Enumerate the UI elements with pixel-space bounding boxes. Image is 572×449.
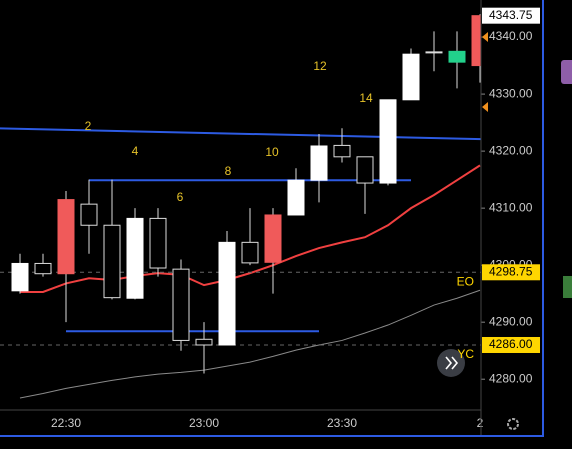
candle-body — [195, 338, 213, 346]
side-icon[interactable] — [563, 276, 572, 298]
y-tick-label: 4340.00 — [489, 29, 533, 43]
annotation: 10 — [265, 145, 279, 159]
last-price-label: 4343.75 — [489, 8, 533, 22]
candle-body — [379, 99, 397, 184]
candle-body — [333, 144, 351, 158]
candle-body — [425, 51, 443, 54]
candle-body — [287, 179, 305, 216]
candle-body — [356, 156, 374, 184]
moving-average — [19, 289, 481, 399]
annotation: 4 — [132, 144, 139, 158]
side-widget[interactable] — [561, 60, 572, 84]
axes: 4280.004290.004300.004310.004320.004330.… — [51, 29, 533, 430]
x-tick-label: 22:30 — [51, 416, 81, 430]
price-tag-label: 4286.00 — [489, 337, 533, 351]
annotation: 14 — [359, 91, 373, 105]
candle-body — [471, 15, 481, 67]
candle-body — [57, 199, 75, 275]
y-tick-label: 4280.00 — [489, 371, 533, 385]
annotation: 2 — [85, 119, 92, 133]
settings-button[interactable] — [507, 418, 519, 430]
x-tick-label: 2 — [477, 416, 484, 430]
price-markers — [482, 9, 488, 112]
price-line-name: EO — [457, 274, 474, 288]
candle-body — [11, 262, 29, 292]
candle-body — [241, 241, 259, 264]
moving-average — [20, 164, 481, 293]
annotation: 8 — [225, 164, 232, 178]
annotation: 6 — [177, 190, 184, 204]
plot-area: 2 4 6 8 10 12 14 — [0, 14, 481, 399]
y-tick-label: 4310.00 — [489, 200, 533, 214]
candle-body — [34, 262, 52, 275]
candle-body — [149, 217, 167, 269]
price-line-name: YC — [457, 347, 474, 361]
last-price-tag — [482, 7, 540, 24]
candle-body — [172, 268, 190, 341]
candle-body — [103, 224, 121, 299]
y-tick-label: 4330.00 — [489, 86, 533, 100]
trendline — [0, 127, 481, 141]
x-tick-label: 23:00 — [189, 416, 219, 430]
annotation: 12 — [313, 59, 327, 73]
y-tick-label: 4320.00 — [489, 143, 533, 157]
candle-body — [264, 214, 282, 263]
y-tick-label: 4290.00 — [489, 314, 533, 328]
candle-body — [310, 145, 328, 181]
scroll-icon — [445, 356, 459, 370]
candle-body — [126, 217, 144, 299]
candle-body — [448, 50, 466, 63]
x-tick-label: 23:30 — [327, 416, 357, 430]
price-tag — [482, 264, 540, 281]
candle-body — [80, 203, 98, 226]
candle-body — [402, 53, 420, 101]
price-tag — [482, 336, 540, 353]
price-tag-label: 4298.75 — [489, 264, 533, 278]
candle-body — [218, 241, 236, 346]
